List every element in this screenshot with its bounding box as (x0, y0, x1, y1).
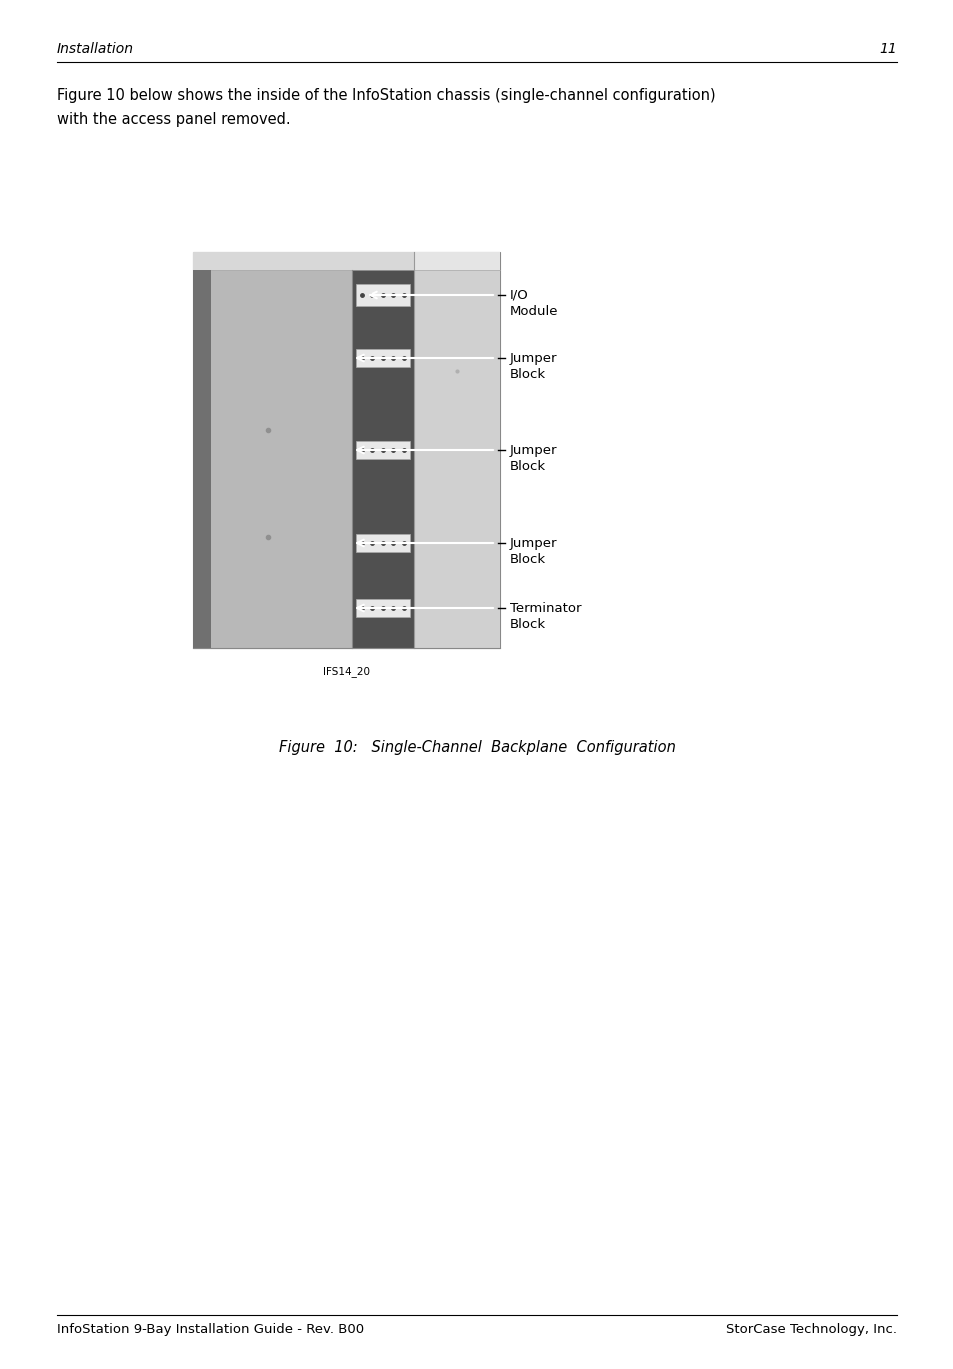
Text: Jumper
Block: Jumper Block (510, 444, 557, 474)
Text: Jumper
Block: Jumper Block (510, 352, 557, 381)
Text: I/O
Module: I/O Module (510, 289, 558, 318)
Text: StorCase Technology, Inc.: StorCase Technology, Inc. (725, 1322, 896, 1336)
Text: Terminator
Block: Terminator Block (510, 602, 581, 631)
Bar (355, 283, 410, 307)
Text: with the access panel removed.: with the access panel removed. (57, 112, 291, 127)
Bar (352, 270, 414, 648)
Bar (355, 600, 410, 617)
Bar (193, 270, 211, 648)
Bar (193, 252, 499, 270)
Bar (355, 534, 410, 552)
Bar (193, 270, 352, 648)
Text: Figure  10:   Single-Channel  Backplane  Configuration: Figure 10: Single-Channel Backplane Conf… (278, 741, 675, 754)
Bar (193, 252, 499, 648)
Text: Jumper
Block: Jumper Block (510, 537, 557, 565)
Text: Installation: Installation (57, 42, 133, 56)
Text: InfoStation 9-Bay Installation Guide - Rev. B00: InfoStation 9-Bay Installation Guide - R… (57, 1322, 364, 1336)
Bar (355, 441, 410, 459)
Text: Figure 10 below shows the inside of the InfoStation chassis (single-channel conf: Figure 10 below shows the inside of the … (57, 88, 715, 103)
Bar (355, 349, 410, 367)
Text: IFS14_20: IFS14_20 (323, 665, 370, 676)
Text: 11: 11 (879, 42, 896, 56)
Bar (414, 252, 499, 270)
Bar (414, 252, 499, 648)
